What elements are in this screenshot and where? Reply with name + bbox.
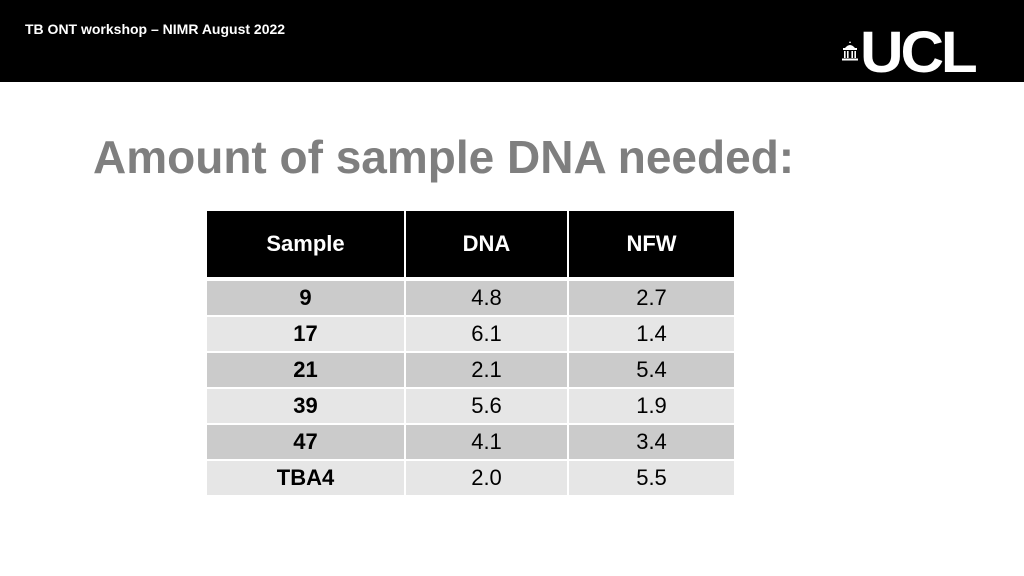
header-bar: TB ONT workshop – NIMR August 2022 UCL: [0, 0, 1024, 82]
table-row: 21 2.1 5.4: [207, 353, 734, 389]
column-header-dna: DNA: [406, 211, 569, 281]
page-title: Amount of sample DNA needed:: [93, 131, 795, 183]
dna-cell: 2.1: [406, 353, 569, 389]
header-text: TB ONT workshop – NIMR August 2022: [25, 21, 286, 37]
dna-cell: 5.6: [406, 389, 569, 425]
sample-cell: 21: [207, 353, 406, 389]
sample-cell: 9: [207, 281, 406, 317]
sample-cell: 17: [207, 317, 406, 353]
nfw-cell: 3.4: [569, 425, 734, 461]
column-header-sample: Sample: [207, 211, 406, 281]
column-header-nfw: NFW: [569, 211, 734, 281]
nfw-cell: 2.7: [569, 281, 734, 317]
nfw-cell: 1.4: [569, 317, 734, 353]
sample-table: Sample DNA NFW 9 4.8 2.7 17 6.1 1.4 21 2…: [207, 211, 734, 497]
dna-cell: 2.0: [406, 461, 569, 497]
sample-cell: 39: [207, 389, 406, 425]
nfw-cell: 1.9: [569, 389, 734, 425]
dna-cell: 6.1: [406, 317, 569, 353]
sample-cell: 47: [207, 425, 406, 461]
table-row: 39 5.6 1.9: [207, 389, 734, 425]
table-row: TBA4 2.0 5.5: [207, 461, 734, 497]
table-header-row: Sample DNA NFW: [207, 211, 734, 281]
dna-cell: 4.1: [406, 425, 569, 461]
portico-icon: [842, 41, 858, 61]
logo-text: UCL: [860, 20, 978, 85]
ucl-logo: UCL: [840, 24, 1005, 82]
table-row: 47 4.1 3.4: [207, 425, 734, 461]
sample-cell: TBA4: [207, 461, 406, 497]
nfw-cell: 5.5: [569, 461, 734, 497]
nfw-cell: 5.4: [569, 353, 734, 389]
table-row: 9 4.8 2.7: [207, 281, 734, 317]
dna-cell: 4.8: [406, 281, 569, 317]
table-row: 17 6.1 1.4: [207, 317, 734, 353]
